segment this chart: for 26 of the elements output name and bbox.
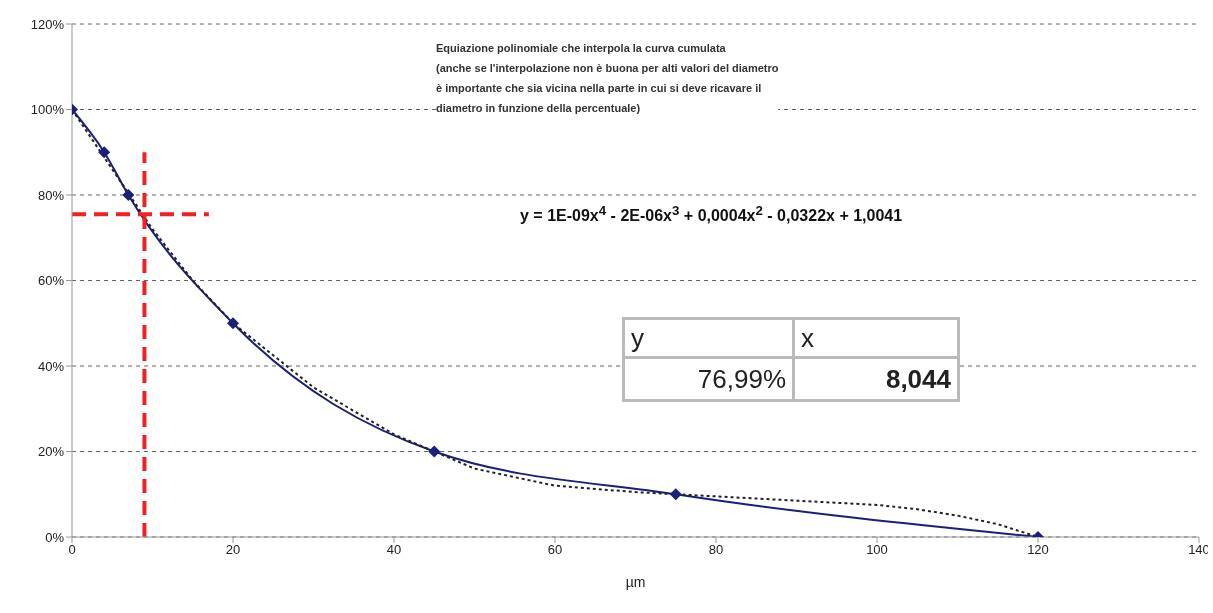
x-tick-label: 20 <box>225 542 241 558</box>
annotation: 8,044 <box>793 357 959 401</box>
annotation: x <box>793 318 959 358</box>
annotation: y = 1E-09x$^{4}$ - 2E-06x$^{3}$ + 0,0004x$^{2}$ - 0,0322x + 1,0041 <box>520 203 903 226</box>
annotation: y <box>623 318 794 358</box>
point <box>669 488 682 501</box>
annotation: 76,99% <box>623 357 794 401</box>
x-tick-label: 40 <box>386 542 402 558</box>
point <box>227 317 239 330</box>
x-tick-label: 100 <box>866 542 888 558</box>
y-tick-label: 80% <box>37 187 65 203</box>
y-tick-label: 100% <box>30 102 65 118</box>
point <box>98 146 111 159</box>
y-tick-label: 120% <box>30 16 65 32</box>
x-tick-label: 60 <box>547 542 563 558</box>
y-tick-label: 0% <box>45 529 65 545</box>
y-tick-label: 20% <box>37 444 65 460</box>
x-axis-title: µm <box>625 574 646 590</box>
y-tick-label: 40% <box>37 358 65 374</box>
x-tick-label: 0 <box>68 542 76 558</box>
point <box>428 445 441 458</box>
x-tick-label: 120 <box>1027 542 1049 558</box>
point <box>122 189 135 201</box>
annotation: Equiazione polinomiale che interpola la curva cumulata (anche se l'interpolazione non è buona per alti valori del diametro è importante che sia vicina nella parte in cui si deve ricavare il diametro in funzione della percentuale) <box>436 38 779 118</box>
y-tick-label: 60% <box>37 273 65 289</box>
x-tick-label: 80 <box>708 542 724 558</box>
